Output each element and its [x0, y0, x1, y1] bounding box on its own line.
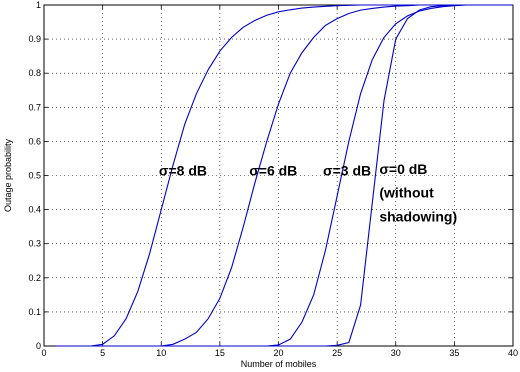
axis-ticks: 0 5 10 15 20 25 30 35 40 0 0.1 0.2 0.3 0.4 0.5 0.6 0.7 0.…	[28, 0, 518, 358]
y-tick-label: 0.7	[28, 102, 41, 112]
annotations: σ=8 dB σ=6 dB σ=3 dB σ=0 dB (without shadowin…	[159, 161, 457, 225]
y-tick-label: 0.1	[28, 307, 41, 317]
x-axis-label: Number of mobiles	[241, 359, 317, 369]
curve-annotation: shadowing)	[379, 209, 457, 225]
grid	[44, 5, 513, 346]
curve-annotation: (without	[379, 185, 434, 201]
y-tick-label: 0	[36, 341, 41, 351]
series-group	[55, 4, 513, 347]
x-tick-label: 35	[449, 348, 459, 358]
curve-annotation: σ=6 dB	[249, 163, 297, 179]
y-tick-label: 0.5	[28, 171, 41, 181]
series-line-4	[55, 4, 513, 347]
x-tick-label: 0	[41, 348, 46, 358]
x-tick-label: 15	[215, 348, 225, 358]
curve-annotation: σ=3 dB	[323, 163, 371, 179]
y-tick-label: 0.6	[28, 136, 41, 146]
y-axis-label: Outage probability	[3, 138, 13, 212]
x-tick-label: 30	[391, 348, 401, 358]
x-tick-label: 25	[332, 348, 342, 358]
x-tick-label: 20	[273, 348, 283, 358]
y-tick-label: 1	[36, 0, 41, 10]
curve-annotation: σ=8 dB	[159, 163, 207, 179]
y-tick-label: 0.4	[28, 205, 41, 215]
x-tick-label: 10	[156, 348, 166, 358]
y-tick-label: 0.3	[28, 239, 41, 249]
x-tick-label: 40	[508, 348, 518, 358]
y-tick-label: 0.9	[28, 34, 41, 44]
x-tick-label: 5	[100, 348, 105, 358]
curve-annotation: σ=0 dB	[379, 161, 427, 177]
y-tick-label: 0.2	[28, 273, 41, 283]
y-tick-label: 0.8	[28, 68, 41, 78]
